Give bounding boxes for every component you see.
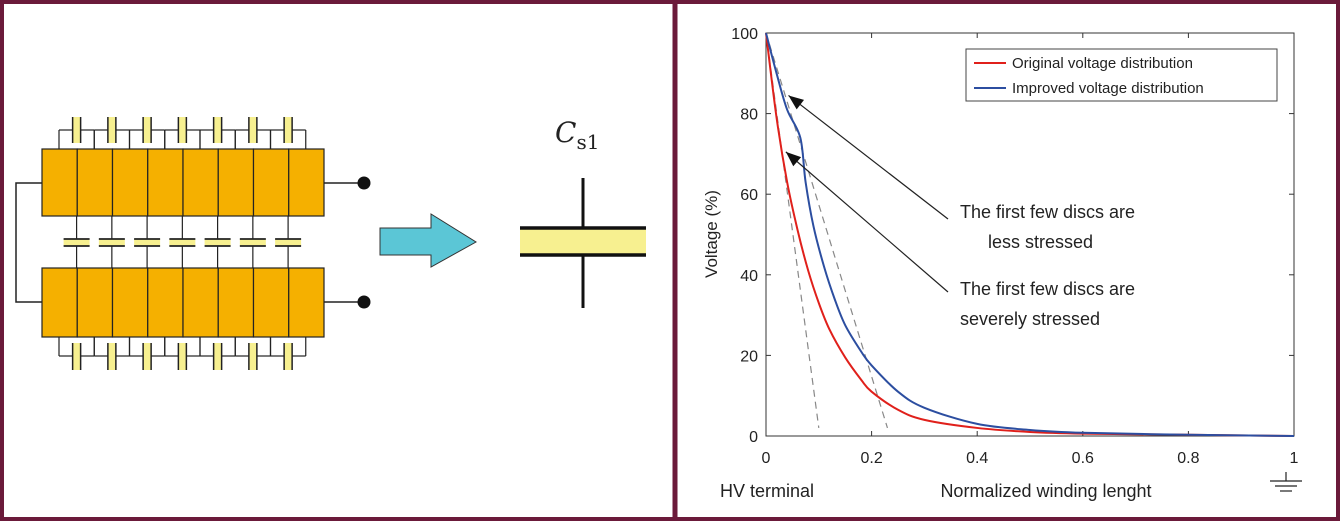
improved-voltage-line — [765, 32, 1295, 437]
shunt-capacitor — [248, 117, 257, 143]
shunt-capacitor — [213, 343, 222, 370]
annotation-severely-stressed-line2: severely stressed — [960, 309, 1100, 329]
x-axis-label: Normalized winding lenght — [940, 481, 1151, 501]
upper-series-capacitors — [58, 117, 307, 149]
hv-terminal-label: HV terminal — [720, 481, 814, 501]
winding-diagram-panel: Cs1 — [15, 116, 646, 370]
capacitor-label: Cs1 — [555, 116, 599, 154]
x-tick-label: 0.4 — [966, 450, 988, 467]
annotation-less-stressed-line2: less stressed — [988, 232, 1093, 252]
shunt-capacitor — [213, 117, 222, 143]
annotation-arrows — [785, 94, 949, 293]
series-lines — [765, 32, 1295, 437]
ground-icon — [1270, 472, 1302, 492]
inter-row-capacitor — [204, 239, 231, 246]
capacitor-label-main: C — [555, 116, 576, 149]
disc — [41, 148, 78, 217]
shunt-capacitor — [178, 343, 187, 370]
inter-row-capacitor — [169, 239, 196, 246]
inter-row-capacitor — [275, 239, 302, 246]
shunt-capacitor — [284, 343, 293, 370]
terminal-dot — [357, 295, 371, 309]
disc — [76, 267, 114, 338]
inter-row-capacitor — [239, 239, 266, 246]
disc — [76, 148, 114, 217]
arrow-less-stressed — [788, 94, 949, 220]
disc — [182, 148, 219, 217]
y-tick-label: 100 — [731, 26, 758, 43]
inter-row-capacitor — [63, 239, 90, 246]
arrow-less-stressed-head — [788, 95, 805, 110]
shunt-capacitor — [284, 117, 293, 143]
series-capacitor-symbol — [520, 178, 646, 308]
disc — [111, 148, 149, 217]
shunt-capacitor — [107, 117, 116, 143]
disc — [217, 148, 255, 217]
voltage-distribution-chart: 0 0.2 0.4 0.6 0.8 1 0 20 40 60 80 100 Voltage (%) N… — [702, 26, 1302, 501]
lower-disc-row — [41, 267, 325, 338]
x-tick-label: 1 — [1290, 450, 1299, 467]
legend-label-improved: Improved voltage distribution — [1012, 80, 1204, 97]
disc — [182, 267, 219, 338]
x-tick-label: 0.8 — [1177, 450, 1199, 467]
annotation-less-stressed-line1: The first few discs are — [960, 202, 1135, 222]
arrow-severely-stressed — [785, 151, 949, 293]
y-axis-label: Voltage (%) — [702, 190, 721, 278]
y-tick-label: 20 — [740, 348, 758, 365]
disc — [252, 148, 290, 217]
shunt-capacitor — [143, 117, 152, 143]
shunt-capacitor — [72, 343, 81, 370]
inter-row-capacitor — [98, 239, 125, 246]
shunt-capacitor — [72, 117, 81, 143]
disc — [41, 267, 78, 338]
lower-series-capacitors — [58, 337, 307, 370]
axis-ticks: 0 0.2 0.4 0.6 0.8 1 0 20 40 60 80 100 — [731, 26, 1298, 467]
tangent-reference-line — [765, 32, 889, 429]
y-tick-label: 40 — [740, 268, 758, 285]
disc — [147, 148, 184, 217]
chart-legend: Original voltage distribution Improved v… — [965, 48, 1278, 102]
disc — [147, 267, 184, 338]
x-tick-label: 0.6 — [1072, 450, 1094, 467]
legend-label-original: Original voltage distribution — [1012, 55, 1193, 72]
terminal-dot — [357, 176, 371, 190]
x-tick-label: 0 — [762, 450, 771, 467]
equivalent-arrow-icon — [379, 213, 477, 268]
shunt-capacitor — [107, 343, 116, 370]
shunt-capacitor — [143, 343, 152, 370]
shunt-capacitor — [178, 117, 187, 143]
y-tick-label: 0 — [749, 429, 758, 446]
inter-row-capacitors — [63, 216, 302, 268]
disc — [252, 267, 290, 338]
inter-row-capacitor — [134, 239, 161, 246]
connector-bracket — [15, 182, 42, 303]
terminals — [15, 176, 371, 309]
disc — [288, 148, 325, 217]
arrow-severely-stressed-head — [785, 151, 802, 167]
disc — [288, 267, 325, 338]
x-tick-label: 0.2 — [860, 450, 882, 467]
annotation-severely-stressed-line1: The first few discs are — [960, 279, 1135, 299]
shunt-capacitor — [248, 343, 257, 370]
capacitor-label-subscript: s1 — [576, 130, 599, 154]
disc — [111, 267, 149, 338]
disc-winding-model — [15, 117, 371, 370]
disc — [217, 267, 255, 338]
upper-disc-row — [41, 148, 325, 217]
y-tick-label: 60 — [740, 187, 758, 204]
y-tick-label: 80 — [740, 107, 758, 124]
legend-box — [965, 48, 1278, 102]
